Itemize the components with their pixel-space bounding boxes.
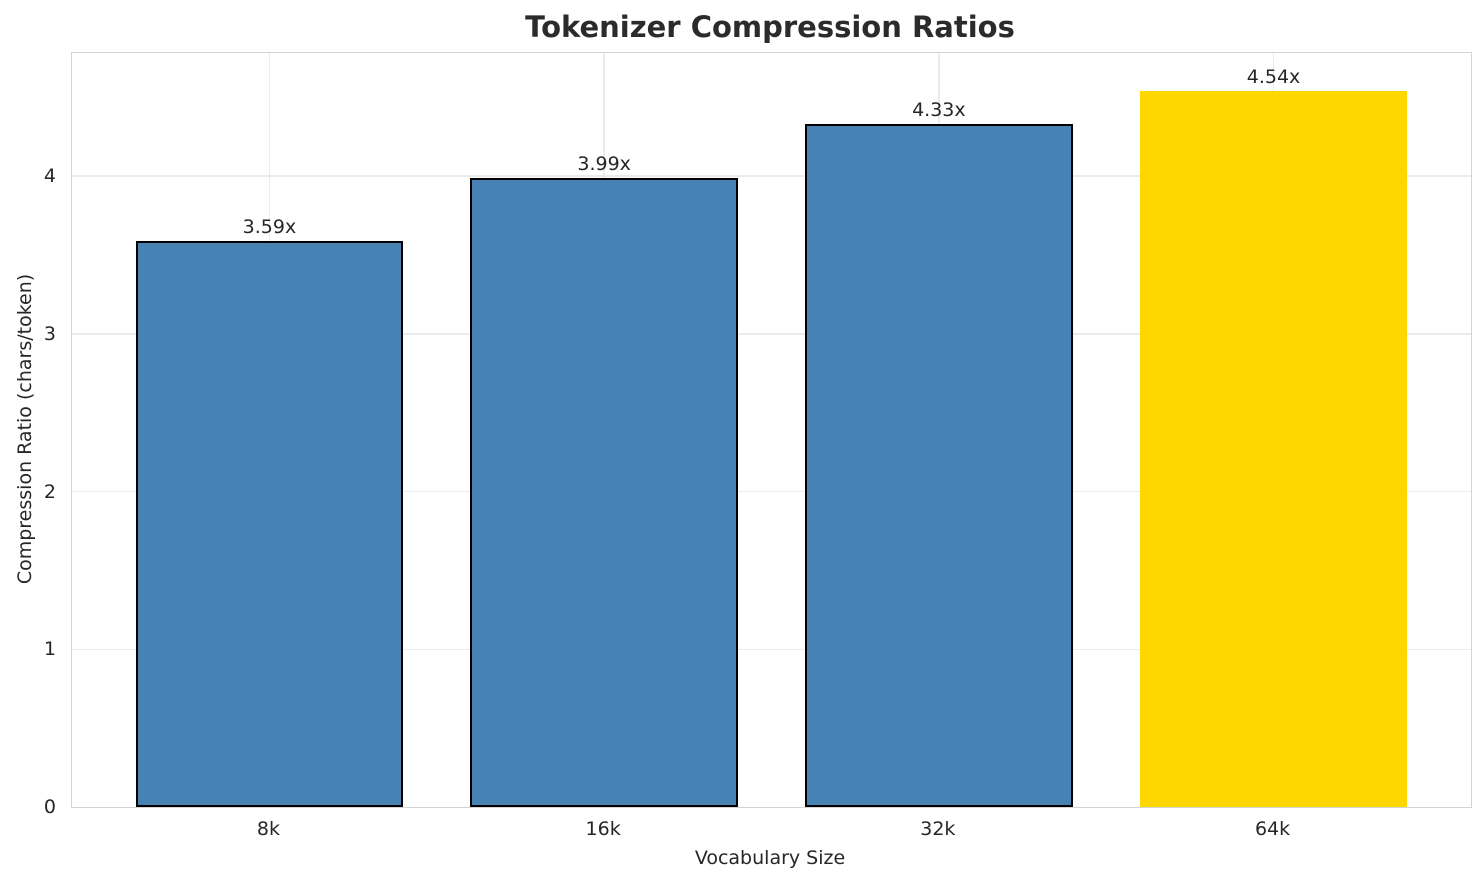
bar-value-label: 4.54x [1246, 65, 1301, 88]
gridline-horizontal [72, 490, 1471, 493]
plot-area: 3.59x 3.99x 4.33x 4.54x [71, 52, 1472, 808]
y-tick-label: 1 [43, 638, 56, 661]
gridline-horizontal [72, 175, 1471, 177]
bar [1139, 90, 1408, 807]
x-axis-label: Vocabulary Size [694, 847, 846, 869]
gridline-horizontal [72, 333, 1471, 335]
bar [470, 177, 739, 807]
chart-title: Tokenizer Compression Ratios [525, 10, 1015, 44]
bar-value-label: 4.33x [912, 98, 966, 121]
bar [135, 240, 404, 807]
bar-value-label: 3.59x [242, 215, 297, 238]
y-tick-label: 3 [43, 322, 56, 345]
x-tick-label: 16k [585, 818, 621, 840]
x-tick-label: 8k [256, 818, 280, 840]
bar-value-label: 3.99x [577, 152, 631, 175]
y-tick-label: 2 [43, 480, 56, 503]
y-tick-label: 4 [43, 165, 56, 188]
x-tick-label: 32k [920, 818, 956, 840]
y-axis-label: Compression Ratio (chars/token) [14, 273, 36, 585]
x-tick-label: 64k [1254, 818, 1291, 840]
y-tick-label: 0 [43, 796, 56, 818]
bar [804, 123, 1073, 807]
gridline-horizontal [72, 648, 1471, 650]
